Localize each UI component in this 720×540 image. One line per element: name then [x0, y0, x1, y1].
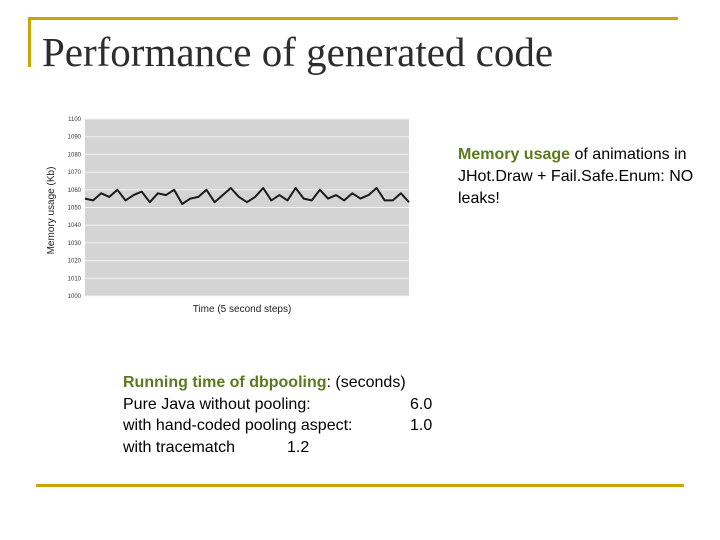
- runtime-heading-row: Running time of dbpooling: (seconds): [123, 372, 463, 394]
- memory-note-highlight: Memory usage: [458, 146, 571, 163]
- runtime-row-label: Pure Java without pooling:: [123, 395, 311, 413]
- runtime-row-label: with hand-coded pooling aspect:: [123, 417, 353, 434]
- runtime-row-label: with tracematch: [123, 438, 236, 456]
- y-tick-label: 1050: [68, 206, 82, 212]
- y-tick-label: 1040: [68, 223, 82, 229]
- runtime-row: Pure Java without pooling: 6.0: [123, 394, 463, 416]
- memory-note-text: of animations in JHot.Draw + Fail.Safe.E…: [458, 146, 694, 207]
- y-tick-label: 1080: [68, 152, 82, 158]
- y-tick-label: 1090: [68, 135, 82, 141]
- runtime-row-value: 6.0: [410, 395, 433, 413]
- runtime-row-value: 1.2: [287, 438, 310, 456]
- y-tick-label: 1100: [68, 117, 82, 123]
- runtime-heading-suffix: : (seconds): [326, 374, 406, 391]
- memory-note: Memory usage of animations in JHot.Draw …: [458, 144, 698, 210]
- frame-bottom-rule: [36, 484, 684, 487]
- y-tick-label: 1020: [68, 259, 82, 265]
- frame-top-rule: [28, 17, 678, 20]
- runtime-row-value: 1.0: [410, 417, 433, 434]
- y-tick-label: 1010: [68, 276, 82, 282]
- y-tick-label: 1030: [68, 241, 82, 247]
- slide-title: Performance of generated code: [42, 29, 554, 75]
- y-tick-label: 1000: [68, 294, 82, 300]
- runtime-row: with tracematch 1.2: [123, 437, 463, 459]
- x-axis-label: Time (5 second steps): [193, 304, 292, 315]
- memory-series-line: [84, 187, 410, 205]
- y-tick-label: 1060: [68, 188, 82, 194]
- memory-usage-chart: 1000 1010 1020 1030 1040 1050 1060 1070 1080 1090…: [46, 117, 410, 315]
- runtime-heading: Running time of dbpooling: [123, 374, 327, 391]
- runtime-row: with hand-coded pooling aspect: 1.0: [123, 415, 463, 437]
- y-tick-label: 1070: [68, 170, 82, 176]
- runtime-block: Running time of dbpooling: (seconds) Pur…: [123, 372, 463, 458]
- frame-left-rule: [28, 17, 31, 67]
- y-axis-label: Memory usage (Kb): [46, 167, 57, 255]
